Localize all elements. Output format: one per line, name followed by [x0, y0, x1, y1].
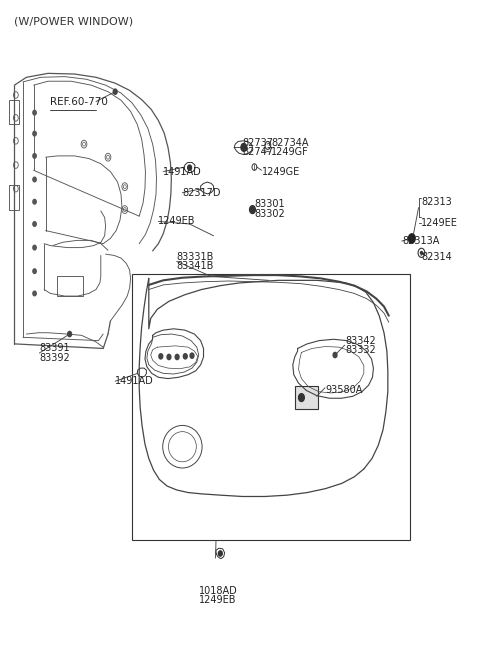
Text: 83301: 83301: [254, 199, 285, 210]
Circle shape: [188, 165, 192, 170]
Text: 82747: 82747: [242, 147, 274, 157]
Circle shape: [33, 245, 36, 250]
Text: 82737: 82737: [242, 138, 274, 148]
Circle shape: [241, 143, 247, 151]
Circle shape: [183, 354, 187, 359]
FancyBboxPatch shape: [295, 386, 318, 409]
Text: 83332: 83332: [346, 345, 376, 355]
Text: 82317D: 82317D: [182, 187, 221, 198]
Text: 83331B: 83331B: [177, 252, 214, 262]
Text: 1018AD: 1018AD: [199, 586, 238, 596]
Circle shape: [250, 206, 255, 214]
Text: 1249EB: 1249EB: [158, 216, 196, 227]
Circle shape: [33, 178, 36, 182]
Circle shape: [159, 354, 163, 359]
Circle shape: [68, 331, 72, 337]
Text: 83342: 83342: [346, 335, 376, 346]
Circle shape: [33, 131, 36, 136]
Text: 1249GF: 1249GF: [271, 147, 309, 157]
Circle shape: [218, 551, 222, 556]
Text: (W/POWER WINDOW): (W/POWER WINDOW): [14, 16, 133, 26]
Circle shape: [33, 269, 36, 274]
Text: 83391: 83391: [39, 343, 70, 354]
Text: REF.60-770: REF.60-770: [50, 96, 108, 107]
Circle shape: [190, 353, 194, 358]
Text: 93580A: 93580A: [325, 384, 363, 395]
Circle shape: [33, 111, 36, 115]
Circle shape: [113, 89, 117, 94]
Circle shape: [299, 394, 304, 402]
Circle shape: [167, 354, 171, 360]
Circle shape: [408, 234, 415, 243]
Text: 1249GE: 1249GE: [262, 166, 300, 177]
Circle shape: [175, 354, 179, 360]
Text: 1491AD: 1491AD: [115, 376, 154, 386]
Circle shape: [33, 153, 36, 159]
Text: 83302: 83302: [254, 208, 285, 219]
Text: 82313A: 82313A: [402, 236, 440, 246]
Circle shape: [333, 352, 337, 358]
Text: 82314: 82314: [421, 252, 452, 262]
Text: 1249EB: 1249EB: [199, 595, 237, 605]
Text: 1491AD: 1491AD: [163, 166, 202, 177]
Text: 83341B: 83341B: [177, 261, 214, 271]
Circle shape: [33, 221, 36, 227]
Circle shape: [33, 291, 36, 296]
Circle shape: [420, 252, 422, 254]
Text: 82313: 82313: [421, 196, 452, 207]
Circle shape: [33, 199, 36, 204]
Text: 83392: 83392: [39, 352, 70, 363]
Text: 82734A: 82734A: [271, 138, 309, 148]
Text: 1249EE: 1249EE: [421, 217, 458, 228]
